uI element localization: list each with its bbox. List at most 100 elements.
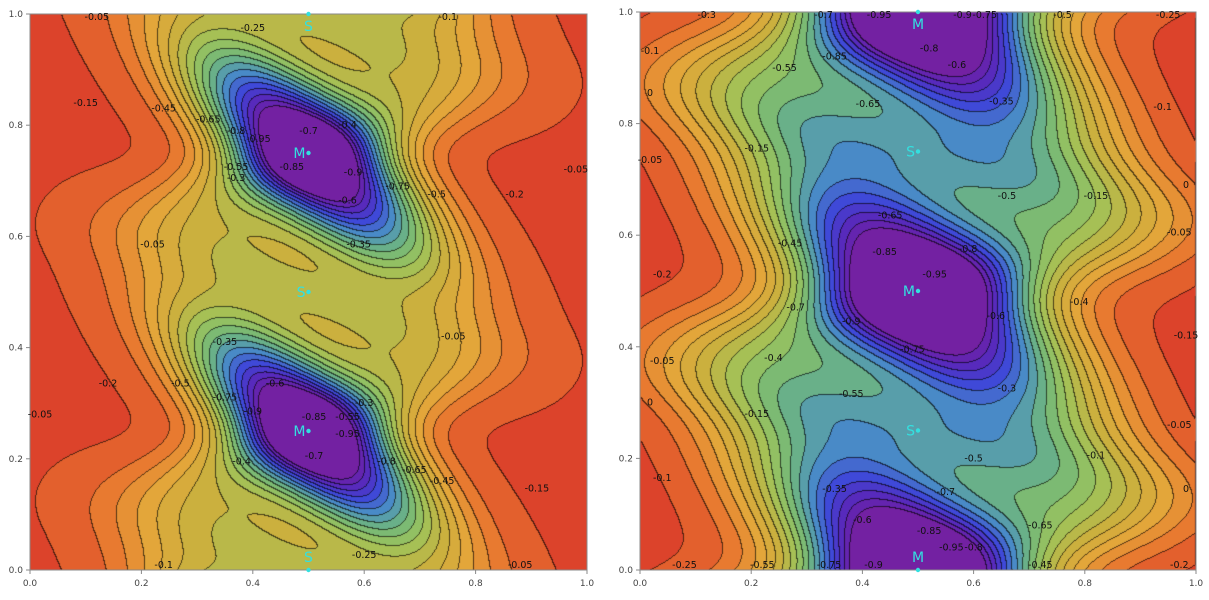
- contour-label: -0.75: [817, 560, 842, 571]
- contour-label: -0.1: [653, 473, 672, 484]
- y-tick-label: 0.2: [9, 455, 23, 465]
- contour-label: -0.45: [1028, 560, 1053, 571]
- x-tick-label: 0.0: [633, 579, 648, 589]
- x-tick-label: 0.2: [134, 579, 148, 589]
- x-tick-label: 1.0: [580, 579, 595, 589]
- saddle-label: S: [304, 19, 313, 35]
- saddle-label: S: [297, 285, 306, 301]
- contour-label: -0.55: [224, 162, 249, 173]
- y-tick-label: 0.4: [619, 343, 634, 353]
- contour-label: -0.2: [505, 190, 524, 201]
- contour-label: -0.3: [355, 398, 374, 409]
- contour-label: -0.5: [1053, 10, 1072, 21]
- minimum-label: M: [903, 284, 915, 300]
- y-tick-label: 1.0: [9, 10, 24, 20]
- contour-label: -0.65: [402, 465, 427, 476]
- contour-label: -0.1: [1087, 451, 1106, 462]
- contour-label: -0.95: [939, 543, 964, 554]
- x-tick-label: 0.2: [744, 579, 758, 589]
- contour-label: -0.15: [744, 409, 769, 420]
- contour-label: 0: [647, 398, 653, 409]
- x-tick-label: 0.6: [966, 579, 981, 589]
- x-tick-label: 1.0: [1189, 579, 1204, 589]
- contour-label: -0.25: [352, 550, 377, 561]
- contour-label: -0.55: [750, 560, 775, 571]
- contour-label: -0.1: [154, 560, 173, 571]
- contour-label: -0.05: [1167, 420, 1192, 431]
- contour-label: -0.9: [864, 560, 883, 571]
- contour-label: -0.8: [964, 543, 983, 554]
- y-tick-label: 0.6: [619, 231, 634, 241]
- contour-label: -0.1: [1153, 102, 1172, 113]
- contour-label: -0.95: [335, 429, 360, 440]
- saddle-marker: [306, 11, 311, 17]
- contour-label: -0.05: [650, 356, 675, 367]
- contour-label: -0.6: [853, 515, 872, 526]
- contour-label: -0.75: [385, 181, 410, 192]
- contour-label: -0.85: [822, 52, 847, 63]
- contour-label: -0.05: [85, 12, 110, 23]
- contour-label: -0.35: [346, 240, 371, 251]
- contour-label: -0.85: [917, 526, 942, 537]
- contour-label: -0.95: [922, 269, 947, 280]
- saddle-label: S: [304, 550, 313, 566]
- y-tick-label: 0.8: [619, 120, 634, 130]
- saddle-marker: [306, 289, 311, 295]
- contour-label: -0.3: [998, 384, 1017, 395]
- contour-label: -0.35: [989, 96, 1014, 107]
- contour-label: -0.6: [338, 195, 357, 206]
- contour-label: -0.7: [937, 487, 956, 498]
- y-tick-label: 0.6: [9, 232, 24, 242]
- contour-label: -0.05: [1167, 227, 1192, 238]
- x-tick-label: 0.6: [357, 579, 372, 589]
- contour-label: -0.45: [151, 104, 176, 115]
- contour-label: -0.7: [299, 126, 318, 137]
- contour-label: -0.8: [920, 43, 939, 54]
- contour-label: -0.25: [241, 23, 266, 34]
- contour-label: -0.15: [744, 144, 769, 155]
- x-tick-label: 0.0: [23, 579, 38, 589]
- contour-label: -0.6: [266, 379, 285, 390]
- contour-label: -0.2: [653, 269, 672, 280]
- contour-label: -0.1: [641, 46, 660, 57]
- contour-label: -0.4: [764, 353, 783, 364]
- contour-label: 0: [1183, 484, 1189, 495]
- contour-label: -0.05: [441, 331, 466, 342]
- contour-label: -0.85: [279, 162, 304, 173]
- contour-label: -0.75: [213, 393, 238, 404]
- contour-label: -0.35: [213, 337, 238, 348]
- contour-label: -0.75: [900, 345, 925, 356]
- contour-plot-right: 0.0 0.2 0.4 0.6 0.8 1.0 0.0 0.2 0.4 0.6 0.8 1.0 -0.3…: [619, 8, 1204, 589]
- y-tick-label: 0.2: [619, 454, 633, 464]
- contour-label: -0.15: [73, 98, 98, 109]
- contour-label: -0.65: [856, 99, 881, 110]
- contour-label: -0.9: [244, 407, 263, 418]
- y-tick-label: 0.4: [9, 344, 24, 354]
- contour-label: -0.15: [525, 483, 550, 494]
- minimum-label: M: [912, 550, 924, 566]
- minimum-marker: [915, 567, 921, 573]
- contour-label: -0.9: [953, 10, 972, 21]
- contour-label: 0: [1183, 180, 1189, 191]
- contour-label: -0.95: [246, 134, 271, 145]
- y-tick-label: 0.0: [9, 566, 24, 576]
- x-tick-label: 0.4: [246, 579, 261, 589]
- y-tick-label: 0.8: [9, 121, 24, 131]
- contour-label: -0.25: [1156, 10, 1181, 21]
- contour-label: -0.7: [814, 10, 833, 21]
- contour-label: -0.8: [377, 457, 396, 468]
- contour-label: -0.5: [427, 190, 446, 201]
- contour-label: -0.3: [227, 173, 246, 184]
- contour-plot-left: 0.0 0.2 0.4 0.6 0.8 1.0 0.0 0.2 0.4 0.6 0.8 1.0 -0.0…: [9, 10, 595, 589]
- contour-label: -0.7: [786, 303, 805, 314]
- contour-label: -0.55: [839, 389, 864, 400]
- contour-label: -0.15: [1084, 191, 1109, 202]
- contour-label: -0.2: [1170, 560, 1189, 571]
- contour-label: -0.75: [972, 10, 997, 21]
- contour-label: -0.05: [638, 155, 663, 166]
- contour-label: -0.25: [672, 560, 697, 571]
- contour-label: -0.3: [697, 10, 716, 21]
- minimum-marker: [306, 428, 311, 434]
